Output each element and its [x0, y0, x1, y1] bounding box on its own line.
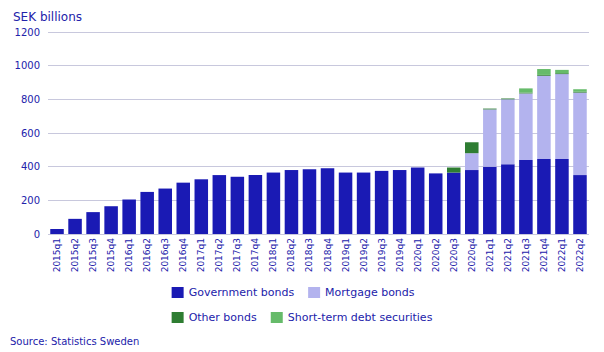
- svg-text:2022q1: 2022q1: [557, 238, 567, 272]
- svg-text:2017q2: 2017q2: [214, 238, 224, 272]
- svg-text:Source: Statistics Sweden: Source: Statistics Sweden: [10, 336, 139, 347]
- svg-text:2021q1: 2021q1: [485, 238, 495, 272]
- svg-text:800: 800: [21, 94, 40, 105]
- svg-text:Mortgage bonds: Mortgage bonds: [325, 286, 415, 299]
- svg-text:2020q4: 2020q4: [467, 238, 477, 273]
- svg-text:2019q3: 2019q3: [377, 238, 387, 272]
- svg-text:2022q2: 2022q2: [575, 238, 585, 272]
- svg-text:2018q2: 2018q2: [286, 238, 296, 272]
- svg-text:2015q4: 2015q4: [106, 238, 116, 273]
- svg-text:2015q1: 2015q1: [52, 238, 62, 272]
- svg-text:2016q1: 2016q1: [124, 238, 134, 272]
- svg-text:2020q2: 2020q2: [431, 238, 441, 272]
- svg-text:2017q3: 2017q3: [232, 238, 242, 272]
- svg-text:400: 400: [21, 161, 40, 172]
- svg-text:Other bonds: Other bonds: [189, 311, 257, 324]
- svg-text:2020q3: 2020q3: [449, 238, 459, 272]
- svg-text:0: 0: [34, 229, 40, 240]
- svg-text:2016q2: 2016q2: [142, 238, 152, 272]
- svg-text:2020q1: 2020q1: [413, 238, 423, 272]
- svg-text:2017q1: 2017q1: [196, 238, 206, 272]
- svg-text:Short-term debt securities: Short-term debt securities: [288, 311, 433, 324]
- svg-text:2018q1: 2018q1: [268, 238, 278, 272]
- svg-text:2019q2: 2019q2: [359, 238, 369, 272]
- svg-text:Government bonds: Government bonds: [189, 286, 295, 299]
- svg-text:1200: 1200: [15, 27, 40, 38]
- svg-text:2021q4: 2021q4: [539, 238, 549, 273]
- svg-text:2019q1: 2019q1: [341, 238, 351, 272]
- svg-text:2017q4: 2017q4: [250, 238, 260, 273]
- svg-text:200: 200: [21, 195, 40, 206]
- svg-text:2018q4: 2018q4: [323, 238, 333, 273]
- svg-text:2021q2: 2021q2: [503, 238, 513, 272]
- svg-text:600: 600: [21, 128, 40, 139]
- svg-text:2015q3: 2015q3: [88, 238, 98, 272]
- svg-text:2018q3: 2018q3: [304, 238, 314, 272]
- svg-text:1000: 1000: [15, 60, 40, 71]
- svg-text:2016q3: 2016q3: [160, 238, 170, 272]
- svg-text:2019q4: 2019q4: [395, 238, 405, 273]
- svg-text:2016q4: 2016q4: [178, 238, 188, 273]
- svg-text:2015q2: 2015q2: [70, 238, 80, 272]
- svg-text:SEK billions: SEK billions: [13, 10, 82, 24]
- svg-text:2021q3: 2021q3: [521, 238, 531, 272]
